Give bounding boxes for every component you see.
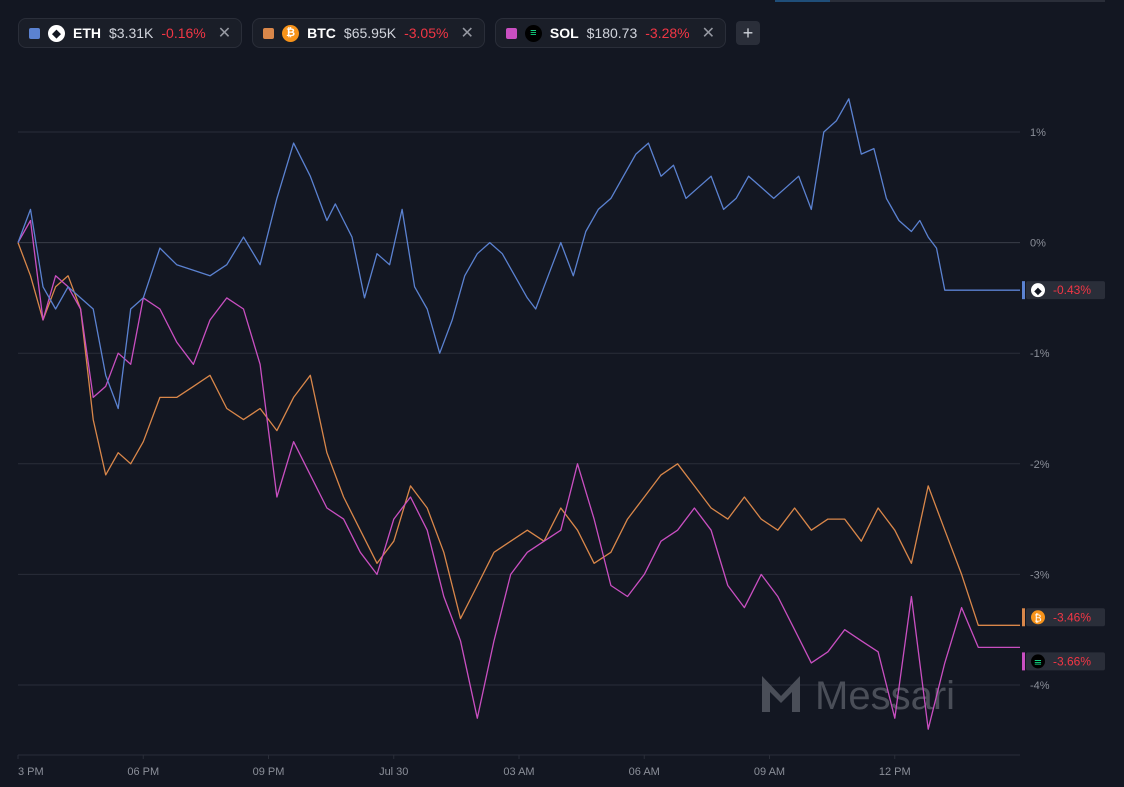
remove-sol-close-icon[interactable]: ✕ [701,25,716,42]
sol-end-tag-marker [1022,652,1025,671]
sol-symbol: SOL [549,25,579,41]
bitcoin-icon: ₿ [282,24,300,42]
btc-change: -3.05% [404,25,449,41]
x-tick-label: 06 AM [629,766,660,778]
x-tick-label: 09 PM [253,766,285,778]
y-tick-label: -3% [1030,569,1050,581]
x-tick-label: 3 PM [18,766,44,778]
solana-tag-icon [1031,654,1045,669]
y-tick-label: -4% [1030,680,1050,692]
sol-series-line [17,219,1020,730]
sol-end-tag [1026,652,1105,671]
remove-btc-close-icon[interactable]: ✕ [460,25,474,42]
sol-change: -3.28% [645,25,690,41]
eth-series-line [17,98,1020,410]
bitcoin-tag-glyph: ₿ [1034,612,1041,624]
top-edge-bar [775,0,1105,2]
sol-price: $180.73 [586,25,638,41]
asset-chip-sol[interactable]: ≡ SOL $180.73 -3.28% ✕ [494,18,727,48]
y-tick-label: 1% [1030,127,1046,139]
x-tick-label: 09 AM [754,766,785,778]
eth-end-tag [1026,281,1105,300]
y-tick-label: -2% [1030,459,1050,471]
ethereum-icon: ◆ [48,24,65,42]
eth-symbol: ETH [73,25,101,41]
btc-end-tag [1026,608,1105,627]
y-tick-label: 0% [1030,238,1046,250]
eth-color-swatch[interactable] [29,27,40,39]
eth-price: $3.31K [109,25,154,41]
asset-chip-btc[interactable]: ₿ BTC $65.95K -3.05% ✕ [252,18,485,48]
btc-symbol: BTC [307,25,336,41]
eth-end-value: -0.43% [1053,283,1091,297]
btc-color-swatch[interactable] [263,27,275,39]
btc-end-value: -3.46% [1053,610,1091,624]
sol-end-value: -3.66% [1053,654,1091,668]
x-tick-label: 03 AM [503,766,534,778]
eth-change: -0.16% [161,25,206,41]
asset-chip-eth[interactable]: ◆ ETH $3.31K -0.16% ✕ [18,18,243,48]
remove-eth-close-icon[interactable]: ✕ [217,25,232,42]
sol-color-swatch[interactable] [505,27,517,39]
ethereum-tag-glyph: ◆ [1034,286,1042,297]
top-edge-accent [775,0,830,2]
x-tick-label: Jul 30 [379,766,408,778]
asset-chip-bar: ◆ ETH $3.31K -0.16% ✕ ₿ BTC $65.95K -3.0… [18,18,761,48]
x-tick-label: 06 PM [127,766,159,778]
x-tick-label: 12 PM [879,766,911,778]
y-tick-label: -1% [1030,348,1050,360]
bitcoin-tag-icon [1031,610,1045,625]
solana-icon: ≡ [524,24,542,42]
btc-series-line [17,242,1020,626]
solana-tag-glyph: ≡ [1034,657,1042,668]
btc-end-tag-marker [1022,608,1025,627]
messari-logo-mark [762,676,800,712]
btc-price: $65.95K [343,25,397,41]
ethereum-tag-icon [1031,283,1045,298]
add-asset-button[interactable]: + [736,21,761,45]
eth-end-tag-marker [1022,281,1025,300]
